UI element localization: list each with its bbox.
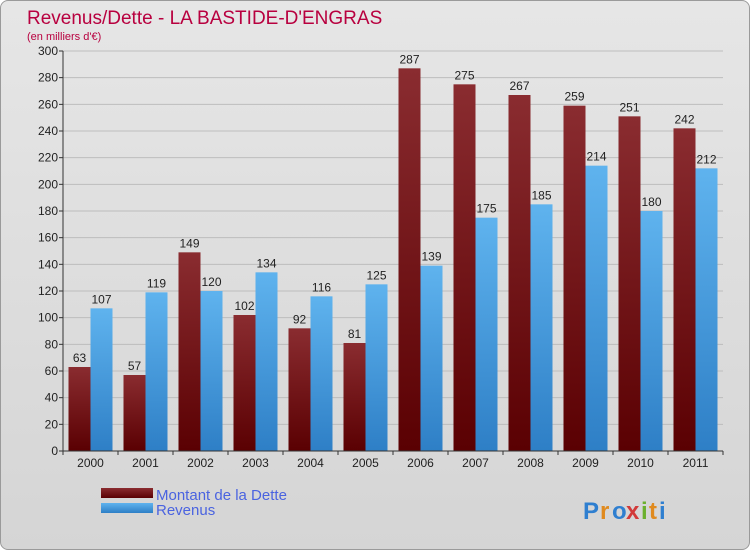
bar-debt [453, 84, 476, 451]
y-axis-ticks: 0 20 40 60 80 100 120 140 160 180 200 220 240 260 280 3… [38, 44, 63, 458]
bar-revenus [145, 292, 168, 451]
legend-label-debt: Montant de la Dette [156, 487, 287, 504]
logo-letter: t [649, 498, 657, 525]
y-tick-label: 60 [45, 364, 59, 378]
x-tick-label: 2010 [627, 456, 654, 470]
y-tick-label: 120 [38, 284, 58, 298]
x-tick-label: 2002 [187, 456, 214, 470]
bar-revenus [530, 204, 553, 451]
x-tick-label: 2005 [352, 456, 379, 470]
chart-subtitle: (en milliers d'€) [27, 31, 101, 43]
data-label: 63 [73, 351, 87, 365]
logo-letter: o [612, 498, 627, 525]
data-label: 119 [147, 276, 166, 290]
y-tick-label: 160 [38, 231, 58, 245]
bar-revenus [365, 284, 388, 451]
data-label: 107 [91, 292, 111, 306]
bar-revenus [90, 308, 113, 451]
y-tick-label: 280 [38, 71, 58, 85]
bar-debt [508, 95, 531, 451]
axes [62, 51, 723, 452]
logo-letter: P [583, 498, 599, 525]
data-labels: 63 107 57 119 149 120 102 134 92 116 81 125 287 139 27… [73, 52, 717, 373]
bar-revenus [255, 272, 278, 451]
legend: Montant de la Dette Revenus [101, 487, 287, 519]
bar-revenus [420, 265, 443, 451]
y-tick-label: 0 [51, 444, 58, 458]
logo-letter: i [659, 498, 666, 525]
chart-title: Revenus/Dette - LA BASTIDE-D'ENGRAS [27, 8, 382, 29]
x-tick-label: 2009 [572, 456, 599, 470]
data-label: 134 [256, 256, 276, 270]
y-tick-label: 200 [38, 177, 58, 191]
data-label: 102 [234, 299, 254, 313]
y-tick-label: 40 [45, 391, 59, 405]
bar-debt [343, 343, 366, 451]
x-axis-ticks: 2000 2001 2002 2003 2004 2005 2006 2007 2008 2009… [62, 451, 724, 470]
data-label: 120 [201, 275, 221, 289]
x-tick-label: 2003 [242, 456, 269, 470]
legend-swatch-debt [101, 488, 153, 498]
bars [68, 68, 718, 452]
bar-debt [563, 105, 586, 452]
logo-letter: r [600, 498, 609, 525]
x-tick-label: 2001 [132, 456, 159, 470]
data-label: 92 [293, 312, 307, 326]
data-label: 185 [531, 188, 551, 202]
bar-revenus [585, 165, 608, 451]
y-tick-label: 260 [38, 97, 58, 111]
y-tick-label: 80 [45, 337, 59, 351]
bar-debt [178, 252, 201, 451]
data-label: 251 [619, 100, 639, 114]
data-label: 139 [421, 250, 441, 264]
y-tick-label: 20 [45, 417, 59, 431]
data-label: 81 [348, 327, 362, 341]
y-tick-label: 300 [38, 44, 58, 58]
bar-revenus [695, 168, 718, 452]
y-tick-label: 240 [38, 124, 58, 138]
logo-letter: x [626, 498, 640, 525]
bar-debt [673, 128, 696, 451]
data-label: 212 [696, 152, 716, 166]
x-tick-label: 2004 [297, 456, 324, 470]
data-label: 116 [312, 280, 331, 294]
bar-debt [123, 375, 146, 451]
x-tick-label: 2008 [517, 456, 544, 470]
x-tick-label: 2000 [77, 456, 104, 470]
data-label: 180 [641, 195, 661, 209]
y-tick-label: 180 [38, 204, 58, 218]
bar-debt [68, 367, 91, 451]
bar-revenus [200, 291, 223, 451]
y-tick-label: 140 [38, 257, 58, 271]
grid-lines [63, 50, 723, 425]
bar-debt [398, 68, 421, 451]
x-tick-label: 2011 [683, 456, 709, 470]
data-label: 267 [509, 79, 529, 93]
bar-revenus [640, 211, 663, 451]
y-tick-label: 100 [38, 311, 58, 325]
data-label: 175 [476, 202, 496, 216]
y-tick-label: 220 [38, 151, 58, 165]
data-label: 287 [399, 52, 419, 66]
data-label: 242 [674, 112, 694, 126]
x-tick-label: 2006 [407, 456, 434, 470]
legend-swatch-revenus [101, 503, 153, 513]
bar-debt [618, 116, 641, 451]
logo-letter: i [641, 498, 648, 525]
bar-revenus [310, 296, 333, 451]
bar-revenus [475, 217, 498, 451]
data-label: 259 [564, 90, 584, 104]
data-label: 125 [366, 268, 386, 282]
data-label: 214 [586, 150, 606, 164]
data-label: 149 [179, 236, 199, 250]
bar-debt [233, 315, 256, 451]
data-label: 275 [454, 68, 474, 82]
x-tick-label: 2007 [462, 456, 489, 470]
data-label: 57 [128, 359, 142, 373]
bar-debt [288, 328, 311, 451]
legend-label-revenus: Revenus [156, 502, 215, 519]
